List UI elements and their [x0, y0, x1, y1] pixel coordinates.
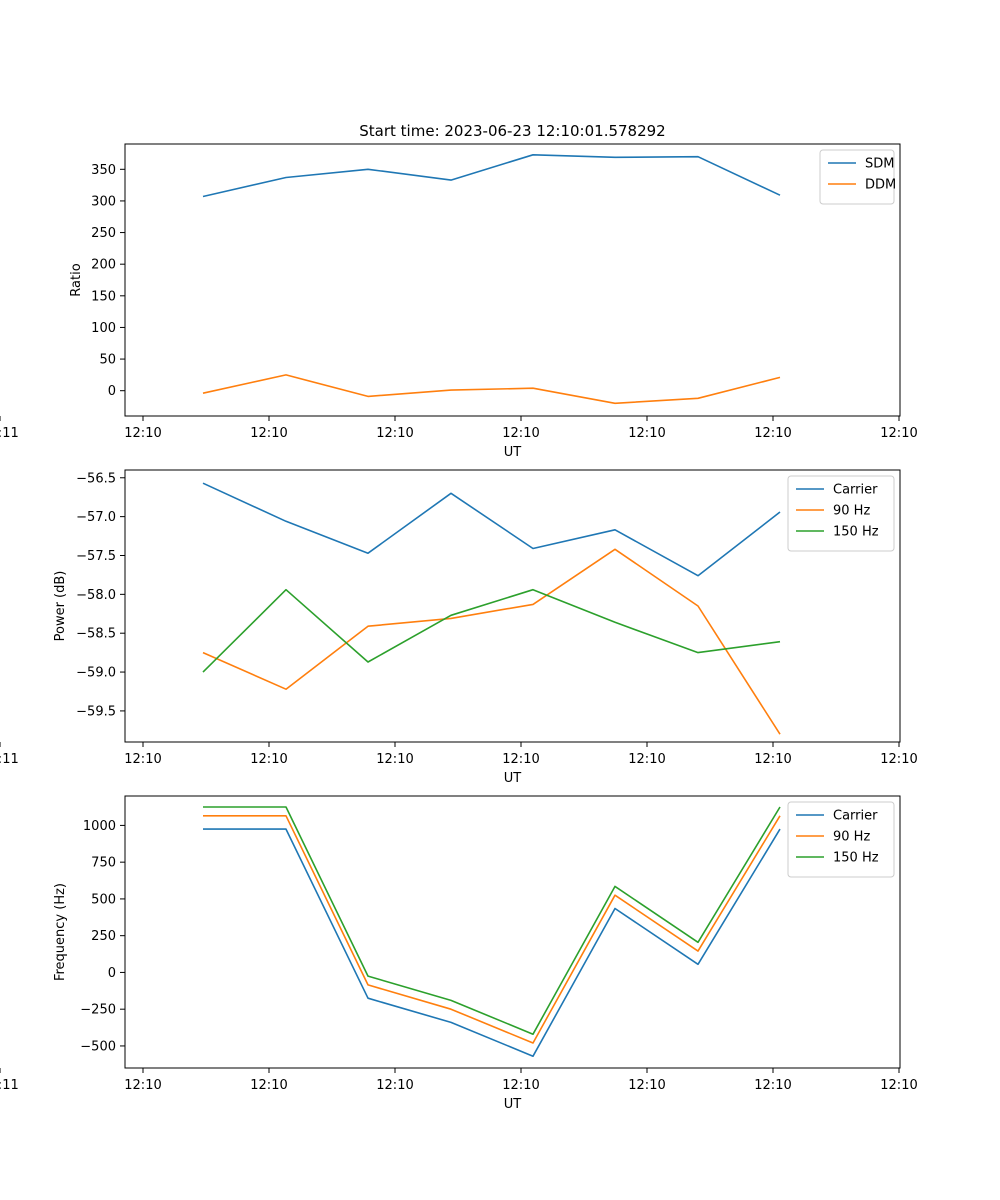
power-y-axis-label: Power (dB) — [53, 571, 68, 642]
ratio-x-tick-label: 12:10 — [502, 426, 539, 441]
figure-title: Start time: 2023-06-23 12:10:01.578292 — [359, 122, 665, 140]
frequency-x-tick-label: 12:10 — [628, 1078, 665, 1093]
frequency-series-150-hz — [203, 806, 781, 1035]
frequency-axes-frame — [124, 795, 901, 1069]
power-y-tick-label: −58.5 — [76, 627, 116, 642]
ratio-y-tick-label: 200 — [91, 258, 116, 273]
frequency-y-tick-label: 500 — [91, 892, 116, 907]
power-legend-box — [787, 475, 895, 552]
frequency-x-tick-label: 12:10 — [880, 1078, 917, 1093]
power-x-tick-label: 12:10 — [754, 752, 791, 767]
power-y-tick-label: −56.5 — [76, 471, 116, 486]
frequency-legend-label: 90 Hz — [833, 830, 870, 845]
frequency-y-tick-label: 250 — [91, 929, 116, 944]
frequency-y-axis-label: Frequency (Hz) — [53, 883, 68, 981]
frequency-x-tick-label: 12:10 — [502, 1078, 539, 1093]
frequency-x-tick-label: 12:10 — [250, 1078, 287, 1093]
frequency-legend-label: Carrier — [833, 809, 878, 824]
power-series-carrier — [202, 482, 781, 577]
power-x-tick-label: 12:10 — [376, 752, 413, 767]
ratio-y-axis-label: Ratio — [69, 263, 84, 296]
ratio-x-tick-label: 12:10 — [250, 426, 287, 441]
power-x-tick-label: 12:10 — [628, 752, 665, 767]
ratio-x-tick-label: 12:10 — [754, 426, 791, 441]
ratio-legend-label: DDM — [865, 178, 896, 193]
frequency-y-tick-label: 1000 — [83, 819, 116, 834]
ratio-x-tick-label: 12:11 — [0, 426, 19, 441]
power-legend: Carrier 90 Hz 150 Hz — [787, 475, 895, 552]
frequency-series-90-hz — [203, 814, 781, 1044]
frequency-x-tick-label: 12:10 — [376, 1078, 413, 1093]
ratio-x-tick-label: 12:10 — [376, 426, 413, 441]
ratio-x-axis-label: UT — [504, 445, 522, 460]
ratio-panel: 12:10 12:10 12:10 12:10 12:10 12:10 12:10 12:11… — [0, 143, 918, 460]
frequency-legend-label: 150 Hz — [833, 851, 879, 866]
power-legend-label: 90 Hz — [833, 504, 870, 519]
power-panel: 12:10 12:10 12:10 12:10 12:10 12:10 12:10 12:11… — [0, 469, 918, 786]
ratio-y-tick-label: 0 — [108, 384, 116, 399]
power-x-tick-label: 12:10 — [880, 752, 917, 767]
ratio-legend-label: SDM — [865, 157, 894, 172]
power-y-tick-label: −58.0 — [76, 588, 116, 603]
power-axes-frame — [124, 469, 901, 743]
ratio-x-tick-label: 12:10 — [124, 426, 161, 441]
frequency-y-tick-label: −250 — [80, 1003, 116, 1018]
ratio-series-ddm — [202, 374, 781, 405]
power-legend-label: Carrier — [833, 483, 878, 498]
ratio-y-tick-label: 100 — [91, 321, 116, 336]
power-x-tick-label: 12:10 — [502, 752, 539, 767]
frequency-y-tick-label: 0 — [108, 966, 116, 981]
frequency-x-tick-label: 12:10 — [124, 1078, 161, 1093]
power-y-tick-label: −57.5 — [76, 549, 116, 564]
frequency-panel: 12:10 12:10 12:10 12:10 12:10 12:10 12:10 12:11… — [0, 795, 918, 1112]
frequency-legend-box — [787, 801, 895, 878]
ratio-series-sdm — [202, 154, 781, 198]
frequency-x-tick-label: 12:10 — [754, 1078, 791, 1093]
power-x-tick-label: 12:10 — [124, 752, 161, 767]
power-y-tick-label: −59.5 — [76, 704, 116, 719]
frequency-x-tick-label: 12:11 — [0, 1078, 19, 1093]
power-series-90-hz — [202, 548, 781, 735]
frequency-series-carrier — [203, 828, 781, 1057]
power-y-tick-label: −59.0 — [76, 666, 116, 681]
power-x-tick-label: 12:10 — [250, 752, 287, 767]
power-legend-label: 150 Hz — [833, 525, 879, 540]
ratio-x-tick-label: 12:10 — [628, 426, 665, 441]
power-x-tick-label: 12:11 — [0, 752, 19, 767]
frequency-y-tick-label: 750 — [91, 856, 116, 871]
ratio-legend: SDM DDM — [819, 149, 896, 205]
power-series-150-hz — [202, 588, 781, 673]
ratio-y-tick-label: 350 — [91, 163, 116, 178]
ratio-axes-frame — [124, 143, 901, 417]
frequency-legend: Carrier 90 Hz 150 Hz — [787, 801, 895, 878]
power-x-axis-label: UT — [504, 771, 522, 786]
ratio-x-tick-label: 12:10 — [880, 426, 917, 441]
ratio-y-tick-label: 250 — [91, 226, 116, 241]
power-y-tick-label: −57.0 — [76, 510, 116, 525]
ratio-y-tick-label: 150 — [91, 289, 116, 304]
ratio-y-tick-label: 300 — [91, 194, 116, 209]
ratio-y-tick-label: 50 — [99, 353, 116, 368]
frequency-x-axis-label: UT — [504, 1097, 522, 1112]
frequency-y-tick-label: −500 — [80, 1039, 116, 1054]
